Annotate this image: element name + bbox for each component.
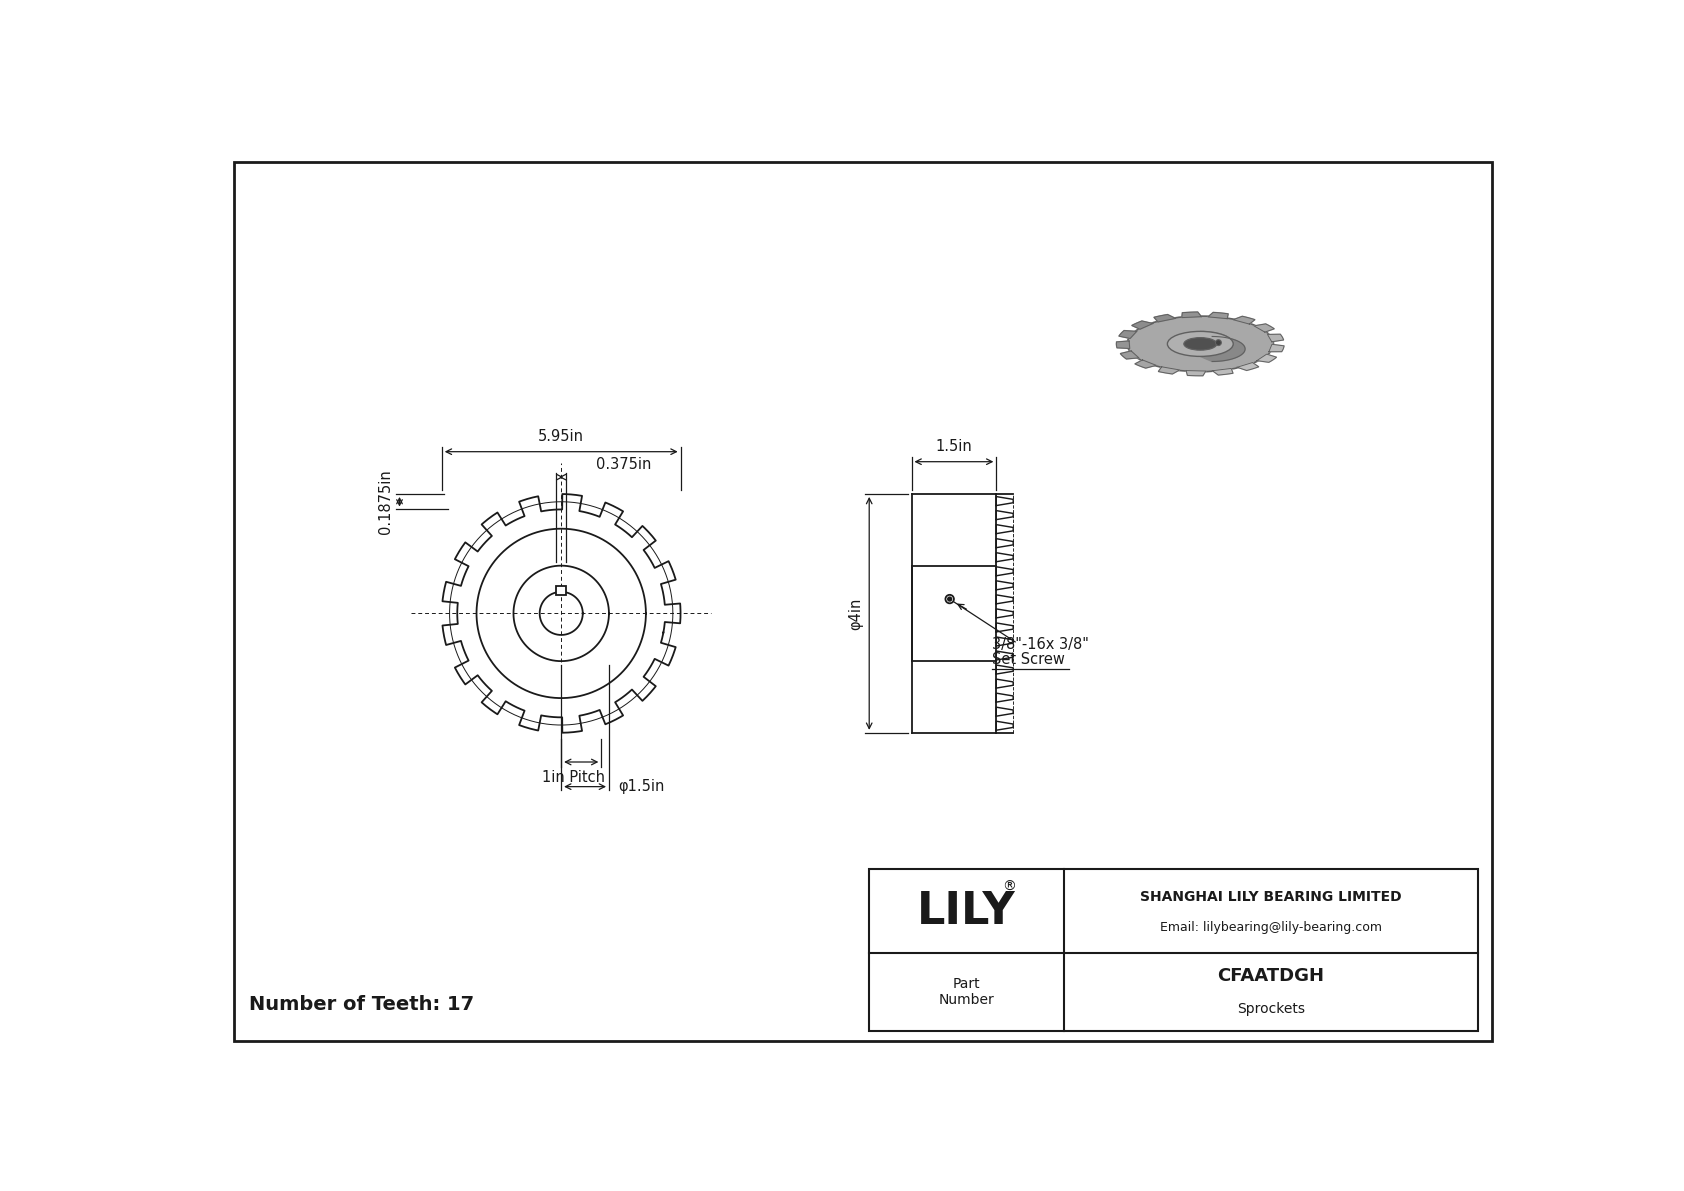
Ellipse shape (1184, 337, 1218, 350)
Text: 1in Pitch: 1in Pitch (542, 769, 605, 785)
Text: 0.375in: 0.375in (596, 457, 652, 473)
Text: φ1.5in: φ1.5in (618, 779, 665, 794)
Polygon shape (1118, 331, 1137, 338)
Text: Part
Number: Part Number (938, 977, 995, 1008)
Text: ®: ® (1002, 879, 1015, 893)
Text: 0.1875in: 0.1875in (379, 469, 394, 534)
Circle shape (948, 597, 951, 601)
Ellipse shape (1127, 316, 1273, 372)
Polygon shape (1255, 324, 1275, 332)
Polygon shape (1116, 341, 1130, 349)
Polygon shape (1120, 351, 1138, 358)
Circle shape (1216, 339, 1221, 345)
Text: SHANGHAI LILY BEARING LIMITED: SHANGHAI LILY BEARING LIMITED (1140, 890, 1401, 904)
Text: 5.95in: 5.95in (539, 429, 584, 444)
Polygon shape (1268, 335, 1283, 342)
Circle shape (945, 594, 953, 604)
Polygon shape (1212, 368, 1233, 375)
Text: 3/8"-16x 3/8": 3/8"-16x 3/8" (992, 637, 1090, 651)
Polygon shape (1201, 331, 1244, 362)
Polygon shape (1154, 314, 1175, 322)
Polygon shape (1207, 312, 1228, 319)
Text: CFAATDGH: CFAATDGH (1218, 967, 1324, 985)
Ellipse shape (1167, 331, 1233, 356)
Polygon shape (1182, 312, 1201, 318)
Text: φ4in: φ4in (849, 597, 862, 630)
Polygon shape (1268, 344, 1285, 351)
Polygon shape (1135, 360, 1157, 368)
Polygon shape (1238, 362, 1258, 370)
Polygon shape (1186, 370, 1206, 376)
Text: Set Screw: Set Screw (992, 653, 1064, 667)
Polygon shape (1159, 367, 1180, 374)
Polygon shape (1132, 322, 1154, 329)
Text: Sprockets: Sprockets (1236, 1002, 1305, 1016)
Polygon shape (1256, 354, 1276, 362)
Bar (869, 869, 1477, 1030)
Polygon shape (1233, 317, 1255, 324)
Text: 1.5in: 1.5in (936, 439, 972, 454)
Text: LILY: LILY (918, 890, 1015, 933)
Bar (556, 586, 566, 596)
Text: Email: lilybearing@lily-bearing.com: Email: lilybearing@lily-bearing.com (1160, 922, 1381, 935)
Text: Number of Teeth: 17: Number of Teeth: 17 (249, 994, 475, 1014)
